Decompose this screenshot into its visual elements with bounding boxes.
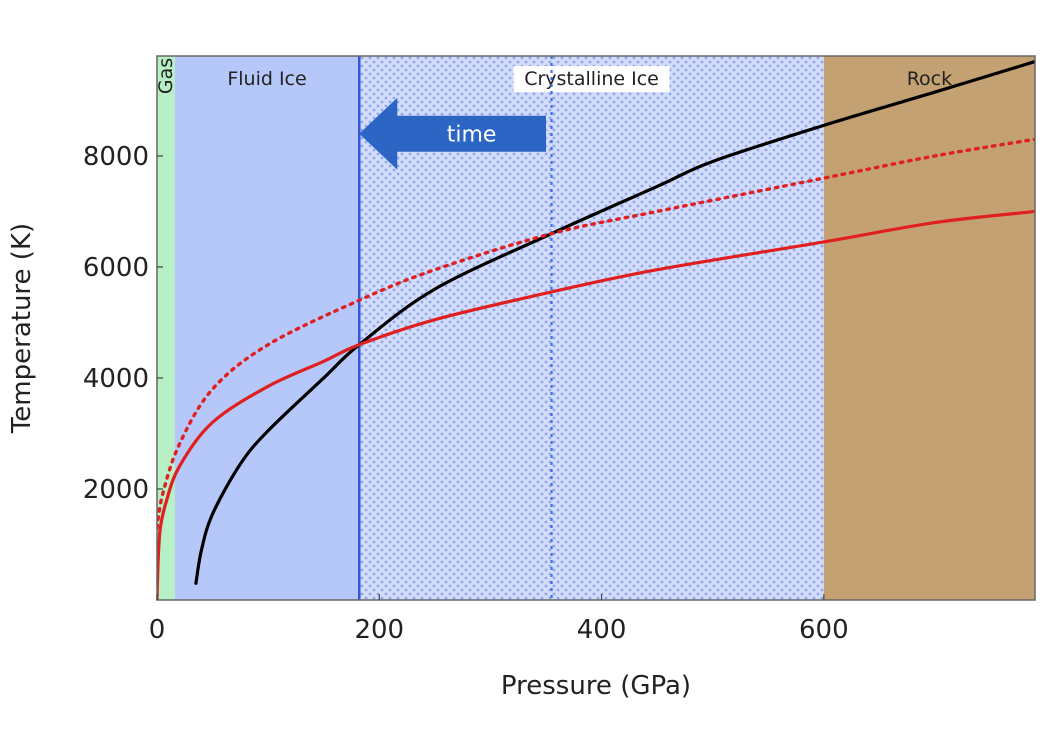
x-axis-label: Pressure (GPa) [501, 671, 691, 701]
y-ticks: 2000 4000 6000 8000 [83, 142, 163, 505]
phase-regions [157, 56, 1035, 600]
region-label-gas: Gas [155, 58, 177, 94]
time-arrow-label: time [447, 123, 497, 148]
x-tick-label: 400 [577, 615, 627, 645]
x-tick-label: 200 [354, 615, 404, 645]
time-arrow-shape [359, 97, 546, 170]
series-lines [157, 59, 1035, 600]
y-tick-label: 4000 [83, 364, 149, 394]
region-rock [823, 56, 1035, 600]
series-line-1 [194, 59, 1035, 585]
series-line-2 [157, 209, 1035, 600]
region-label-bg [513, 66, 670, 92]
region-label-crystalline-ice: Crystalline Ice [524, 68, 659, 90]
y-tick-label: 6000 [83, 253, 149, 283]
phase-region-labels: Gas Fluid Ice Crystalline Ice Rock [155, 58, 952, 94]
plot-frame [156, 55, 1036, 601]
series-line-3 [157, 137, 1035, 530]
x-tick-label: 0 [149, 615, 166, 645]
time-arrow: time [359, 97, 546, 170]
y-tick-label: 8000 [83, 142, 149, 172]
y-tick-label: 2000 [83, 475, 149, 505]
region-label-fluid-ice: Fluid Ice [227, 68, 306, 90]
boundary-lines [358, 56, 553, 600]
x-ticks: 0 200 400 600 [149, 594, 849, 645]
x-tick-label: 600 [799, 615, 849, 645]
region-gas [157, 56, 175, 600]
region-fluid-ice [174, 56, 360, 600]
region-label-rock: Rock [907, 68, 952, 90]
y-axis-label: Temperature (K) [7, 223, 37, 434]
